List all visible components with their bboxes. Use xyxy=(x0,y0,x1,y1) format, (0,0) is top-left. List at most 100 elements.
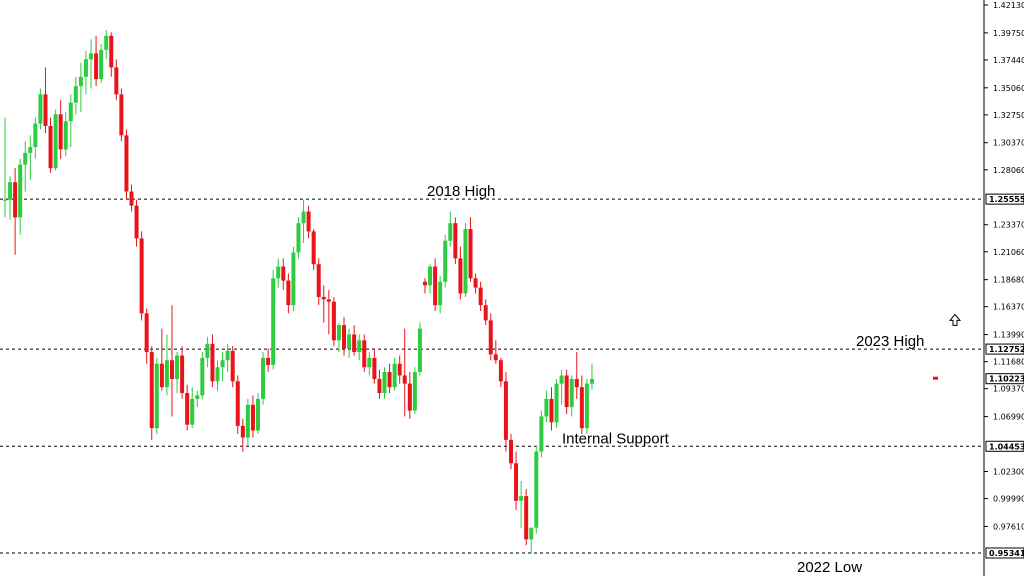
candle-body xyxy=(498,360,503,382)
candle-body xyxy=(13,182,18,218)
candle-body xyxy=(402,375,407,384)
candle-body xyxy=(534,451,539,528)
candle-body xyxy=(473,278,478,288)
candle-body xyxy=(306,211,311,232)
y-tick-label: 1.13990 xyxy=(993,331,1024,340)
candle-body xyxy=(311,231,316,265)
candle-body xyxy=(169,360,174,379)
y-tick-label: 1.06990 xyxy=(993,413,1024,422)
candle-body xyxy=(114,67,119,95)
candle-body xyxy=(3,199,7,201)
candle-body xyxy=(230,350,235,382)
candle-body xyxy=(38,94,43,124)
candle-body xyxy=(18,164,23,218)
y-tick-label: 1.37440 xyxy=(993,56,1024,65)
candle-body xyxy=(392,363,397,388)
candle-body xyxy=(63,121,68,150)
candle-body xyxy=(195,395,200,399)
candle-body xyxy=(417,328,422,372)
y-tick-label: 1.35060 xyxy=(993,84,1024,93)
candle-body xyxy=(372,357,377,379)
candle-body xyxy=(316,264,321,297)
candle-body xyxy=(89,53,94,60)
candle-body xyxy=(28,147,33,153)
level-annotation: 2018 High xyxy=(427,183,495,200)
candle-body xyxy=(164,360,169,388)
candle-body xyxy=(185,393,190,425)
annotations: 2018 High 2023 High Internal Support 2022 L… xyxy=(427,183,962,576)
price-axis: 1.42130 1.39750 1.37440 1.35060 1.32750 1.303… xyxy=(983,0,1024,576)
candle-body xyxy=(159,363,164,388)
candle-body xyxy=(43,94,48,126)
candle-body xyxy=(438,281,443,306)
level-annotation: Internal Support xyxy=(562,430,670,447)
level-annotation: 2023 High xyxy=(856,333,924,350)
y-tick-label: 1.18680 xyxy=(993,276,1024,285)
candle-body xyxy=(509,439,513,464)
candle-body xyxy=(99,49,104,80)
current-price-marker xyxy=(933,376,938,380)
candle-body xyxy=(453,223,458,259)
level-annotation: 2022 Low xyxy=(797,559,862,576)
candle-body xyxy=(544,398,549,417)
y-tick-label: 1.42130 xyxy=(993,1,1024,10)
candle-body xyxy=(175,355,180,379)
candle-body xyxy=(291,252,296,306)
candle-body xyxy=(58,114,63,150)
candle-body xyxy=(326,299,331,302)
candle-body xyxy=(235,381,240,426)
candle-body xyxy=(296,223,301,253)
current-price-tag xyxy=(985,373,1024,385)
candle-body xyxy=(134,205,139,239)
y-tick-label: 1.16370 xyxy=(993,303,1024,312)
candle-body xyxy=(412,371,417,411)
candle-body xyxy=(331,301,336,341)
candle-body xyxy=(529,527,534,540)
candle-body xyxy=(407,383,412,411)
candle-body xyxy=(104,35,109,50)
candle-body xyxy=(478,287,483,306)
level-lines xyxy=(0,198,984,554)
candle-body xyxy=(200,357,205,396)
candle-body xyxy=(129,191,134,206)
candle-body xyxy=(519,496,524,501)
candle-body xyxy=(109,35,114,68)
candle-body xyxy=(119,94,124,136)
candle-body xyxy=(589,378,594,384)
y-tick-label: 1.23370 xyxy=(993,221,1024,230)
y-tick-label: 0.99990 xyxy=(993,495,1024,504)
candle-body xyxy=(422,281,427,286)
level-price-tag xyxy=(985,440,1024,452)
candle-body xyxy=(514,463,519,501)
candle-body xyxy=(245,404,250,438)
y-tick-label: 1.39750 xyxy=(993,29,1024,38)
level-price-label: 0.95341 xyxy=(989,549,1024,558)
candle-body xyxy=(205,343,210,358)
current-price-label: 1.10223 xyxy=(989,375,1024,384)
candle-body xyxy=(124,135,129,192)
candle-body xyxy=(215,367,220,382)
candle-body xyxy=(250,404,255,431)
candle-body xyxy=(493,354,498,361)
candle-body xyxy=(149,352,154,429)
candle-body xyxy=(458,258,463,294)
candle-body xyxy=(180,355,185,394)
candle-body xyxy=(382,371,387,394)
candle-body xyxy=(387,371,392,388)
candle-body xyxy=(256,398,260,431)
candle-body xyxy=(301,211,306,224)
candle-body xyxy=(210,343,215,382)
candle-body xyxy=(225,350,230,361)
candle-body xyxy=(286,280,291,306)
candle-body xyxy=(377,378,382,394)
y-tick-label: 0.97610 xyxy=(993,522,1024,531)
candle-body xyxy=(539,416,544,452)
candle-body xyxy=(549,398,554,423)
candle-body xyxy=(554,383,559,423)
candle-body xyxy=(362,340,367,368)
candle-body xyxy=(78,76,83,87)
candle-body xyxy=(428,266,433,286)
candle-body xyxy=(352,334,357,353)
candle-body xyxy=(584,383,589,429)
